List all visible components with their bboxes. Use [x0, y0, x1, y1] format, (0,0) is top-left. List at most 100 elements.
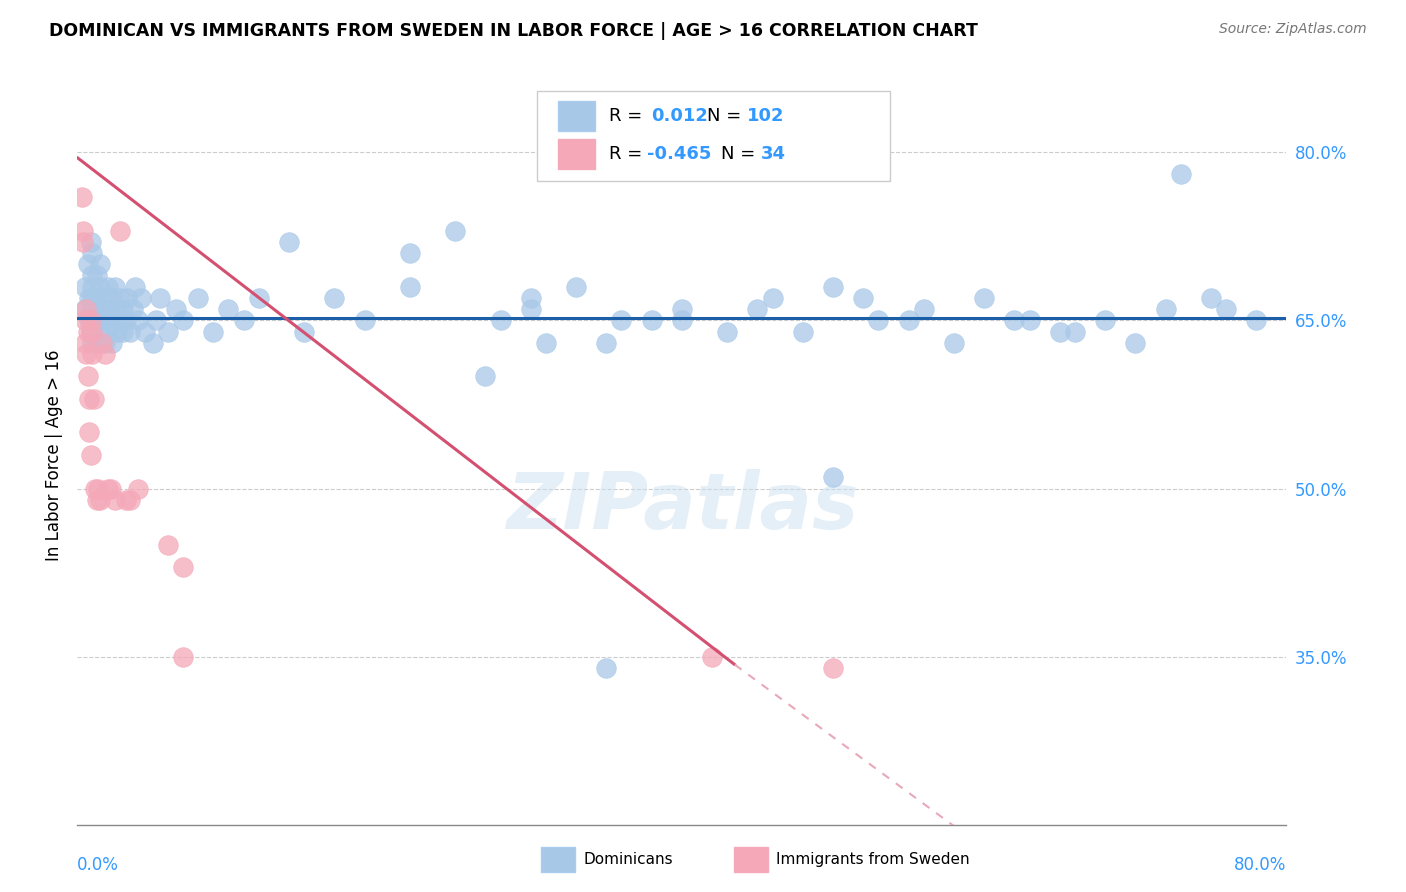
Point	[104, 302, 127, 317]
Point	[134, 325, 156, 339]
Text: R =: R =	[609, 145, 648, 163]
Point	[86, 335, 108, 350]
Point	[1170, 168, 1192, 182]
Point	[821, 279, 844, 293]
Point	[80, 313, 103, 327]
Point	[84, 482, 107, 496]
Point	[100, 482, 122, 496]
Text: DOMINICAN VS IMMIGRANTS FROM SWEDEN IN LABOR FORCE | AGE > 16 CORRELATION CHART: DOMINICAN VS IMMIGRANTS FROM SWEDEN IN L…	[49, 22, 979, 40]
Point	[821, 661, 844, 675]
Point	[84, 313, 107, 327]
Point	[96, 302, 118, 317]
Point	[489, 313, 512, 327]
Point	[82, 325, 104, 339]
Text: 102: 102	[747, 107, 785, 125]
Point	[1154, 302, 1177, 317]
Point	[104, 279, 127, 293]
Point	[96, 482, 118, 496]
Text: ZIPatlas: ZIPatlas	[506, 468, 858, 545]
Point	[108, 291, 131, 305]
Point	[82, 335, 104, 350]
Point	[100, 291, 122, 305]
Point	[79, 425, 101, 440]
Point	[157, 538, 180, 552]
Point	[1018, 313, 1040, 327]
Point	[187, 291, 209, 305]
Text: -0.465: -0.465	[647, 145, 711, 163]
Point	[114, 313, 136, 327]
Point	[89, 257, 111, 271]
Point	[80, 325, 103, 339]
Point	[762, 291, 785, 305]
Point	[73, 313, 96, 327]
Point	[107, 313, 129, 327]
Point	[73, 279, 96, 293]
Point	[1246, 313, 1268, 327]
Point	[104, 492, 127, 507]
Point	[247, 291, 270, 305]
Point	[1215, 302, 1237, 317]
Point	[474, 369, 496, 384]
Point	[444, 223, 467, 237]
Point	[80, 235, 103, 249]
Point	[232, 313, 254, 327]
Point	[77, 325, 100, 339]
Point	[94, 313, 117, 327]
Text: 0.0%: 0.0%	[77, 855, 120, 873]
Point	[278, 235, 301, 249]
Point	[89, 492, 111, 507]
Point	[520, 302, 543, 317]
Point	[124, 279, 146, 293]
Text: Dominicans: Dominicans	[583, 853, 673, 867]
Point	[70, 190, 93, 204]
Point	[77, 257, 100, 271]
Point	[1064, 325, 1087, 339]
Point	[91, 302, 114, 317]
Point	[852, 291, 875, 305]
Point	[82, 279, 104, 293]
Text: Source: ZipAtlas.com: Source: ZipAtlas.com	[1219, 22, 1367, 37]
Point	[716, 325, 738, 339]
Point	[79, 313, 101, 327]
Point	[105, 325, 128, 339]
Point	[90, 335, 112, 350]
Point	[87, 302, 110, 317]
Point	[87, 482, 110, 496]
Point	[82, 302, 104, 317]
Point	[323, 291, 346, 305]
Point	[157, 325, 180, 339]
Point	[114, 492, 136, 507]
Point	[1094, 313, 1116, 327]
Point	[111, 302, 134, 317]
Point	[292, 325, 315, 339]
Point	[96, 325, 118, 339]
Point	[353, 313, 375, 327]
Point	[595, 335, 617, 350]
Point	[641, 313, 664, 327]
Y-axis label: In Labor Force | Age > 16: In Labor Force | Age > 16	[45, 349, 63, 561]
Point	[702, 649, 724, 664]
Text: 0.012: 0.012	[651, 107, 707, 125]
Point	[93, 347, 115, 361]
Point	[821, 470, 844, 484]
Point	[792, 325, 814, 339]
Point	[79, 392, 101, 406]
Point	[1199, 291, 1222, 305]
Point	[127, 482, 149, 496]
Point	[120, 325, 142, 339]
Point	[77, 369, 100, 384]
Text: Immigrants from Sweden: Immigrants from Sweden	[776, 853, 970, 867]
Point	[897, 313, 920, 327]
Point	[149, 291, 172, 305]
Point	[127, 313, 149, 327]
Text: 80.0%: 80.0%	[1234, 855, 1286, 873]
Point	[90, 325, 112, 339]
Point	[868, 313, 890, 327]
Point	[108, 223, 131, 237]
Point	[145, 313, 167, 327]
Point	[671, 313, 693, 327]
Point	[165, 302, 187, 317]
Point	[399, 246, 422, 260]
Point	[122, 302, 145, 317]
Point	[111, 325, 134, 339]
